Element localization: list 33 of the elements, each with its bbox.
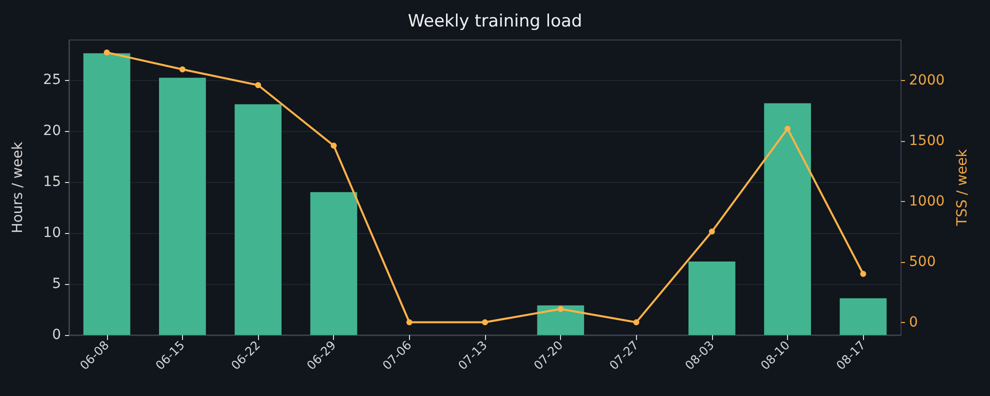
point	[708, 228, 715, 235]
y-tick-label: 5	[52, 276, 61, 292]
point	[482, 319, 488, 326]
point	[104, 49, 110, 56]
point	[633, 319, 640, 326]
bar	[310, 192, 358, 335]
point	[330, 142, 337, 149]
point	[860, 270, 866, 277]
bar	[234, 104, 282, 335]
bar	[537, 305, 584, 335]
point	[179, 66, 186, 72]
bar	[159, 78, 206, 335]
bar	[840, 298, 887, 335]
point	[255, 82, 262, 88]
y-tick-label: 20	[43, 122, 61, 139]
y-tick-label: 10	[43, 224, 61, 241]
y2-tick-label: 1500	[909, 132, 945, 149]
y2-axis-title: TSS / week	[954, 148, 971, 227]
y2-tick-label: 0	[909, 314, 918, 330]
point	[558, 306, 564, 312]
y-tick-label: 0	[52, 327, 61, 343]
y2-tick-label: 2000	[909, 72, 945, 88]
y-tick-label: 15	[43, 174, 61, 190]
y2-tick-label: 1000	[909, 193, 945, 210]
bar	[688, 262, 736, 335]
chart-title: Weekly training load	[408, 12, 582, 32]
bar	[83, 53, 130, 335]
point	[406, 319, 412, 326]
point	[784, 126, 791, 132]
y-tick-label: 25	[43, 72, 61, 88]
y-axis-title: Hours / week	[10, 140, 26, 234]
bar	[764, 103, 811, 335]
y2-tick-label: 500	[909, 254, 936, 270]
